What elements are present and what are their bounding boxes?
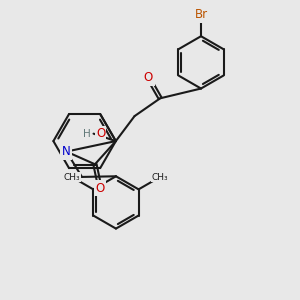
Text: O: O: [144, 71, 153, 84]
Text: O: O: [95, 182, 105, 195]
Text: CH₃: CH₃: [64, 173, 80, 182]
Text: H: H: [83, 129, 91, 139]
Text: CH₃: CH₃: [152, 173, 168, 182]
Text: Br: Br: [194, 8, 208, 21]
Text: O: O: [96, 127, 105, 140]
Text: N: N: [62, 145, 71, 158]
